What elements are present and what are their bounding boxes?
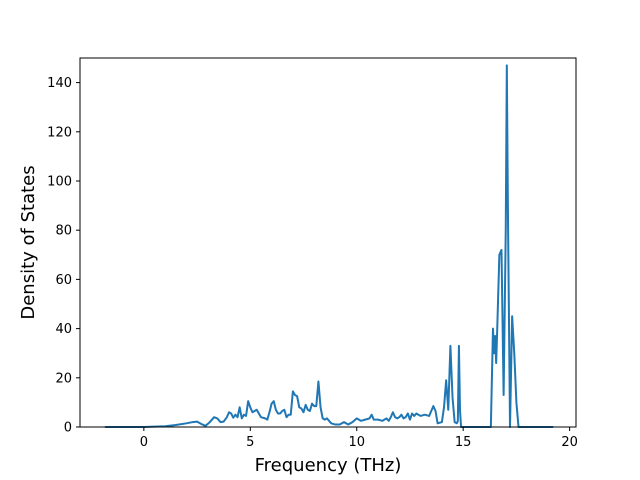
axes-background — [80, 58, 576, 427]
x-tick-label: 0 — [140, 435, 148, 450]
x-axis-label: Frequency (THz) — [255, 455, 402, 476]
y-tick-label: 40 — [55, 322, 72, 337]
x-tick-label: 5 — [246, 435, 254, 450]
y-tick-label: 100 — [47, 175, 72, 190]
y-tick-label: 0 — [64, 421, 72, 436]
axes-frame — [79, 57, 577, 428]
y-tick-label: 20 — [55, 371, 72, 386]
y-tick-label: 60 — [55, 273, 72, 288]
y-axis: 0 20 40 60 80 100 120 140 — [47, 76, 80, 436]
y-tick-label: 120 — [47, 125, 72, 140]
x-tick-label: 10 — [348, 435, 365, 450]
y-tick-label: 80 — [55, 224, 72, 239]
x-axis: 0 5 10 15 20 — [140, 427, 578, 450]
y-tick-label: 140 — [47, 76, 72, 91]
y-axis-label: Density of States — [18, 165, 39, 319]
x-tick-label: 15 — [455, 435, 472, 450]
x-tick-label: 20 — [561, 435, 578, 450]
